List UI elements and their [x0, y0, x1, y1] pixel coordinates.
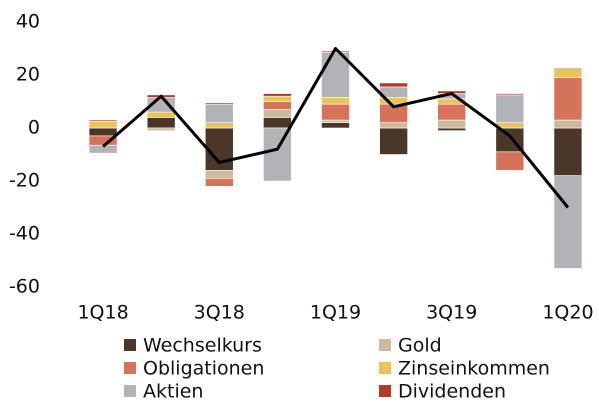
bar-segment	[437, 119, 467, 129]
y-tick-label: 0	[28, 117, 40, 139]
legend-swatch	[124, 362, 136, 374]
y-tick-label: -60	[9, 276, 40, 298]
bar-segment	[495, 93, 525, 96]
bar-segment	[321, 119, 350, 124]
bar-segment	[553, 77, 583, 121]
bar-segment	[146, 127, 176, 131]
legend-swatch	[379, 362, 391, 374]
x-tick-label: 1Q20	[542, 302, 593, 324]
legend-label: Dividenden	[398, 381, 506, 403]
bar-segment	[88, 119, 118, 122]
legend-label: Gold	[398, 335, 442, 357]
bar-segment	[379, 127, 408, 155]
bar-segment	[88, 121, 118, 129]
bar-segment	[379, 82, 408, 88]
bar-segment	[204, 178, 234, 187]
bar-segment	[495, 94, 525, 124]
bar-segment	[204, 103, 234, 124]
bar-segment	[553, 127, 583, 177]
bar-segment	[204, 102, 234, 105]
bar-segment	[263, 109, 292, 118]
bar-segment	[437, 103, 467, 121]
bar-segment	[553, 68, 583, 71]
legend-swatch	[124, 339, 136, 351]
bar-segment	[204, 122, 234, 129]
bar-segment	[379, 122, 408, 129]
bar-segment	[263, 127, 292, 182]
bar-segment	[437, 127, 467, 131]
bar-segment	[321, 103, 350, 121]
legend-label: Aktien	[143, 381, 203, 403]
bar-segment	[495, 151, 525, 171]
bar-segment	[263, 93, 292, 97]
y-tick-label: -40	[9, 223, 40, 245]
x-tick-label: 1Q19	[310, 302, 361, 324]
bar-segment	[553, 175, 583, 269]
bar-segment	[321, 122, 350, 129]
bar-segment	[263, 101, 292, 110]
bar-segment	[263, 95, 292, 102]
legend-swatch	[124, 385, 136, 397]
bar-segment	[204, 170, 234, 179]
legend-label: Obligationen	[143, 358, 264, 380]
bar-segment	[321, 97, 350, 105]
line	[102, 47, 570, 209]
bar-segment	[146, 117, 176, 129]
legend-label: Zinseinkommen	[398, 358, 550, 380]
legend-label: Wechselkurs	[143, 335, 262, 357]
y-tick-label: 40	[16, 11, 40, 33]
x-tick-label: 1Q18	[77, 302, 128, 324]
bar-segment	[88, 127, 118, 137]
x-tick-label: 3Q18	[194, 302, 245, 324]
bar-segment	[146, 111, 176, 118]
y-tick-label: -20	[9, 170, 40, 192]
y-tick-label: 20	[16, 64, 40, 86]
x-tick-label: 3Q19	[426, 302, 477, 324]
bar-segment	[553, 119, 583, 129]
bar-segment	[553, 69, 583, 78]
legend-swatch	[379, 385, 391, 397]
bar-segment	[263, 117, 292, 129]
legend-swatch	[379, 339, 391, 351]
